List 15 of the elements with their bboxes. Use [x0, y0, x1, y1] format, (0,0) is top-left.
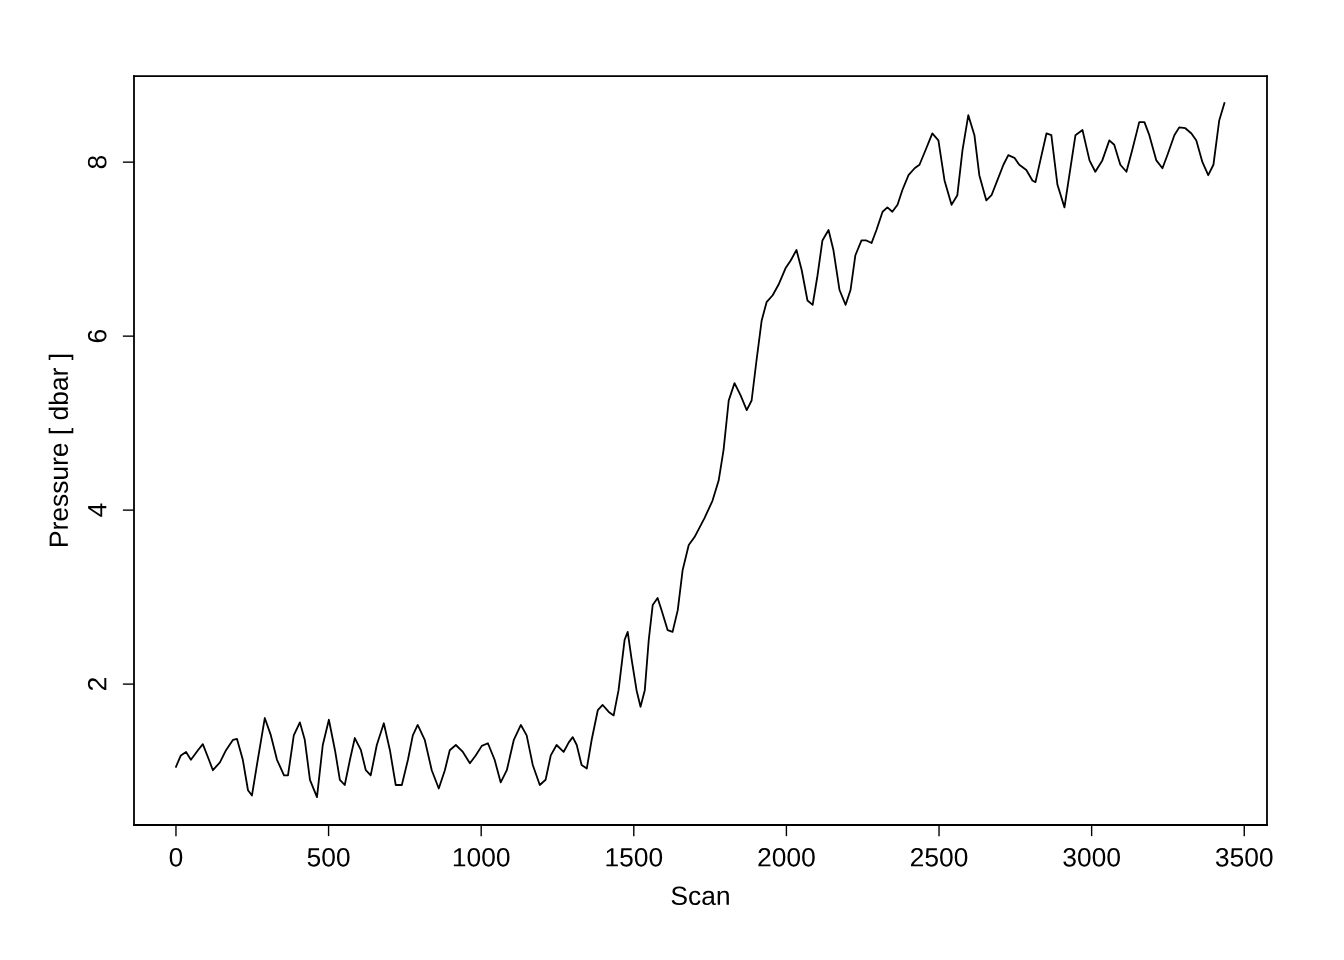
x-tick-label: 500	[307, 847, 350, 867]
x-tick-label: 3000	[1063, 847, 1120, 867]
x-tick-label: 1000	[453, 847, 510, 867]
x-tick-label: 2500	[911, 847, 968, 867]
x-tick-label: 2000	[758, 847, 815, 867]
x-axis-title: Scan	[671, 886, 729, 906]
y-tick-label: 6	[87, 329, 107, 343]
x-tick-label: 0	[169, 847, 183, 867]
y-axis-title: Pressure [ dbar ]	[48, 354, 74, 546]
y-tick-label: 4	[88, 503, 107, 517]
x-tick-label: 3500	[1215, 847, 1273, 867]
y-tick-label: 2	[87, 678, 107, 691]
line-series	[175, 102, 1226, 799]
x-tick-label: 1500	[606, 847, 663, 867]
y-tick-label: 8	[87, 155, 107, 169]
